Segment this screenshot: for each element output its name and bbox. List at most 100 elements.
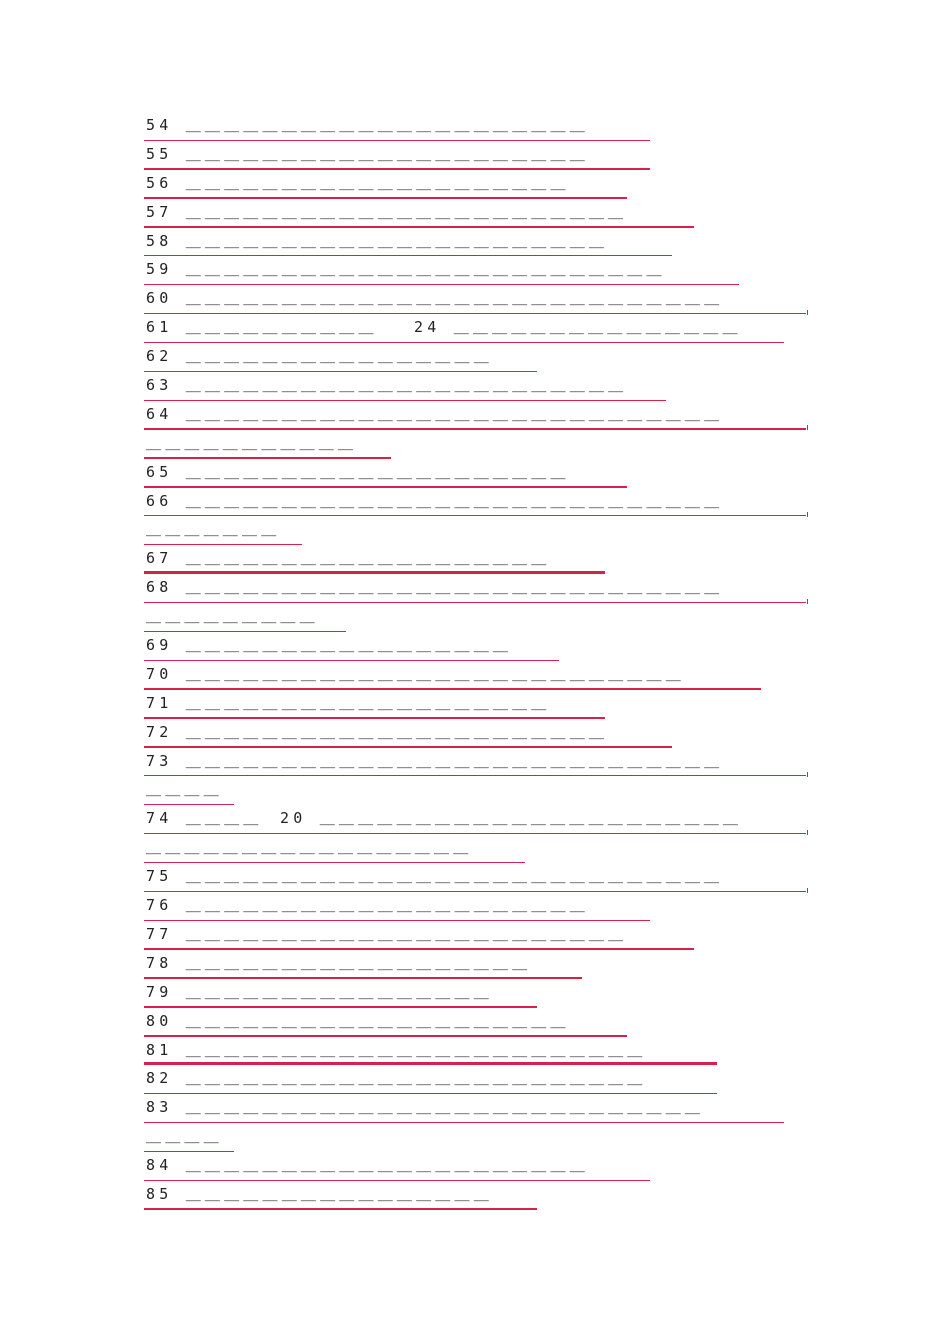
line-65: 65 ＿＿＿＿＿＿＿＿＿＿＿＿＿＿＿＿＿＿＿＿ xyxy=(144,459,810,488)
line-text: 84 ＿＿＿＿＿＿＿＿＿＿＿＿＿＿＿＿＿＿＿＿＿ xyxy=(146,1156,589,1175)
underline-rule xyxy=(144,424,808,432)
line-text: 56 ＿＿＿＿＿＿＿＿＿＿＿＿＿＿＿＿＿＿＿＿ xyxy=(146,173,570,192)
underline-rule xyxy=(144,948,694,950)
underline-rule xyxy=(144,1150,234,1153)
line-text: 60 ＿＿＿＿＿＿＿＿＿＿＿＿＿＿＿＿＿＿＿＿＿＿＿＿＿＿＿＿ xyxy=(146,289,724,308)
underline-rule xyxy=(144,1062,717,1066)
underline-rule xyxy=(144,977,582,979)
underline-rule xyxy=(144,1179,650,1181)
line-text: 62 ＿＿＿＿＿＿＿＿＿＿＿＿＿＿＿＿ xyxy=(146,347,493,366)
underline-rule xyxy=(144,510,808,518)
line-text: 71 ＿＿＿＿＿＿＿＿＿＿＿＿＿＿＿＿＿＿＿ xyxy=(146,693,551,712)
line-61: 61 ＿＿＿＿＿＿＿＿＿＿ 24 ＿＿＿＿＿＿＿＿＿＿＿＿＿＿＿ xyxy=(144,314,810,344)
line-79: 79 ＿＿＿＿＿＿＿＿＿＿＿＿＿＿＿＿ xyxy=(144,979,810,1008)
line-60: 60 ＿＿＿＿＿＿＿＿＿＿＿＿＿＿＿＿＿＿＿＿＿＿＿＿＿＿＿＿ xyxy=(144,285,810,316)
line-70: 70 ＿＿＿＿＿＿＿＿＿＿＿＿＿＿＿＿＿＿＿＿＿＿＿＿＿＿ xyxy=(144,661,810,690)
line-54: 54 ＿＿＿＿＿＿＿＿＿＿＿＿＿＿＿＿＿＿＿＿＿ xyxy=(144,112,810,141)
line-64-continued: ＿＿＿＿＿＿＿＿＿＿＿ xyxy=(144,430,810,459)
line-72: 72 ＿＿＿＿＿＿＿＿＿＿＿＿＿＿＿＿＿＿＿＿＿＿ xyxy=(144,719,810,748)
line-text-continued: 20 ＿＿＿＿＿＿＿＿＿＿＿＿＿＿＿＿＿＿＿＿＿＿ xyxy=(280,809,743,828)
underline-rule xyxy=(144,370,537,373)
line-text: 70 ＿＿＿＿＿＿＿＿＿＿＿＿＿＿＿＿＿＿＿＿＿＿＿＿＿＿ xyxy=(146,664,685,683)
line-83: 83 ＿＿＿＿＿＿＿＿＿＿＿＿＿＿＿＿＿＿＿＿＿＿＿＿＿＿＿ xyxy=(144,1094,810,1124)
line-text: 76 ＿＿＿＿＿＿＿＿＿＿＿＿＿＿＿＿＿＿＿＿＿ xyxy=(146,896,589,915)
underline-rule xyxy=(144,861,525,864)
underline-rule xyxy=(144,630,346,633)
line-text: ＿＿＿＿ xyxy=(146,1127,223,1146)
line-text: ＿＿＿＿＿＿＿＿＿＿＿ xyxy=(146,433,358,452)
line-text: 65 ＿＿＿＿＿＿＿＿＿＿＿＿＿＿＿＿＿＿＿＿ xyxy=(146,462,570,481)
line-81: 81 ＿＿＿＿＿＿＿＿＿＿＿＿＿＿＿＿＿＿＿＿＿＿＿＿ xyxy=(144,1037,810,1066)
line-text: ＿＿＿＿＿＿＿＿＿ xyxy=(146,607,319,626)
line-76: 76 ＿＿＿＿＿＿＿＿＿＿＿＿＿＿＿＿＿＿＿＿＿ xyxy=(144,892,810,921)
line-66: 66 ＿＿＿＿＿＿＿＿＿＿＿＿＿＿＿＿＿＿＿＿＿＿＿＿＿＿＿＿ xyxy=(144,488,810,518)
line-text: 66 ＿＿＿＿＿＿＿＿＿＿＿＿＿＿＿＿＿＿＿＿＿＿＿＿＿＿＿＿ xyxy=(146,491,724,510)
line-83-continued: ＿＿＿＿ xyxy=(144,1123,810,1153)
line-80: 80 ＿＿＿＿＿＿＿＿＿＿＿＿＿＿＿＿＿＿＿＿ xyxy=(144,1008,810,1037)
line-text: ＿＿＿＿＿＿＿ xyxy=(146,520,281,539)
line-63: 63 ＿＿＿＿＿＿＿＿＿＿＿＿＿＿＿＿＿＿＿＿＿＿＿ xyxy=(144,372,810,401)
underline-rule xyxy=(144,597,808,605)
line-text: 57 ＿＿＿＿＿＿＿＿＿＿＿＿＿＿＿＿＿＿＿＿＿＿＿ xyxy=(146,202,628,221)
underline-rule xyxy=(144,919,650,921)
line-64: 64 ＿＿＿＿＿＿＿＿＿＿＿＿＿＿＿＿＿＿＿＿＿＿＿＿＿＿＿＿ xyxy=(144,401,810,432)
underline-rule xyxy=(144,1035,627,1037)
line-text: 77 ＿＿＿＿＿＿＿＿＿＿＿＿＿＿＿＿＿＿＿＿＿＿＿ xyxy=(146,924,628,943)
line-59: 59 ＿＿＿＿＿＿＿＿＿＿＿＿＿＿＿＿＿＿＿＿＿＿＿＿＿ xyxy=(144,256,810,286)
line-text: 63 ＿＿＿＿＿＿＿＿＿＿＿＿＿＿＿＿＿＿＿＿＿＿＿ xyxy=(146,376,628,395)
line-text: 73 ＿＿＿＿＿＿＿＿＿＿＿＿＿＿＿＿＿＿＿＿＿＿＿＿＿＿＿＿ xyxy=(146,751,724,770)
line-text: 68 ＿＿＿＿＿＿＿＿＿＿＿＿＿＿＿＿＿＿＿＿＿＿＿＿＿＿＿＿ xyxy=(146,578,724,597)
line-67: 67 ＿＿＿＿＿＿＿＿＿＿＿＿＿＿＿＿＿＿＿ xyxy=(144,545,810,575)
underline-rule xyxy=(144,543,302,546)
underline-rule xyxy=(144,197,627,199)
underline-rule xyxy=(144,717,605,719)
line-73: 73 ＿＿＿＿＿＿＿＿＿＿＿＿＿＿＿＿＿＿＿＿＿＿＿＿＿＿＿＿ xyxy=(144,748,810,778)
line-text: 67 ＿＿＿＿＿＿＿＿＿＿＿＿＿＿＿＿＿＿＿ xyxy=(146,549,551,568)
underline-rule xyxy=(144,571,605,575)
line-text: 58 ＿＿＿＿＿＿＿＿＿＿＿＿＿＿＿＿＿＿＿＿＿＿ xyxy=(146,231,609,250)
line-84: 84 ＿＿＿＿＿＿＿＿＿＿＿＿＿＿＿＿＿＿＿＿＿ xyxy=(144,1152,810,1181)
line-text: 64 ＿＿＿＿＿＿＿＿＿＿＿＿＿＿＿＿＿＿＿＿＿＿＿＿＿＿＿＿ xyxy=(146,404,724,423)
line-62: 62 ＿＿＿＿＿＿＿＿＿＿＿＿＿＿＿＿ xyxy=(144,343,810,373)
underline-rule xyxy=(144,746,672,748)
underline-rule xyxy=(144,457,391,459)
underline-rule xyxy=(144,828,808,836)
line-73-continued: ＿＿＿＿ xyxy=(144,776,810,806)
line-text: 54 ＿＿＿＿＿＿＿＿＿＿＿＿＿＿＿＿＿＿＿＿＿ xyxy=(146,116,589,134)
underline-rule xyxy=(144,803,234,806)
line-text: ＿＿＿＿＿＿＿＿＿＿＿＿＿＿＿＿＿ xyxy=(146,838,473,857)
underline-rule xyxy=(144,1092,717,1095)
line-68-continued: ＿＿＿＿＿＿＿＿＿ xyxy=(144,603,810,633)
underline-rule xyxy=(144,659,559,661)
line-text: ＿＿＿＿ xyxy=(146,780,223,799)
line-77: 77 ＿＿＿＿＿＿＿＿＿＿＿＿＿＿＿＿＿＿＿＿＿＿＿ xyxy=(144,921,810,950)
line-text: 74 ＿＿＿＿ xyxy=(146,809,263,828)
underline-rule xyxy=(144,886,808,894)
line-56: 56 ＿＿＿＿＿＿＿＿＿＿＿＿＿＿＿＿＿＿＿＿ xyxy=(144,170,810,199)
underline-rule xyxy=(144,1006,537,1008)
underline-rule xyxy=(144,1121,784,1124)
line-text: 83 ＿＿＿＿＿＿＿＿＿＿＿＿＿＿＿＿＿＿＿＿＿＿＿＿＿＿＿ xyxy=(146,1098,705,1117)
line-text: 85 ＿＿＿＿＿＿＿＿＿＿＿＿＿＿＿＿ xyxy=(146,1184,493,1203)
line-74: 74 ＿＿＿＿ 20 ＿＿＿＿＿＿＿＿＿＿＿＿＿＿＿＿＿＿＿＿＿＿ xyxy=(144,805,810,836)
line-text: 69 ＿＿＿＿＿＿＿＿＿＿＿＿＿＿＿＿＿ xyxy=(146,636,513,655)
line-text: 82 ＿＿＿＿＿＿＿＿＿＿＿＿＿＿＿＿＿＿＿＿＿＿＿＿ xyxy=(146,1069,647,1088)
underline-rule xyxy=(144,308,808,316)
line-text: 55 ＿＿＿＿＿＿＿＿＿＿＿＿＿＿＿＿＿＿＿＿＿ xyxy=(146,144,589,163)
line-text: 79 ＿＿＿＿＿＿＿＿＿＿＿＿＿＿＿＿ xyxy=(146,982,493,1001)
numbered-line-list: 54 ＿＿＿＿＿＿＿＿＿＿＿＿＿＿＿＿＿＿＿＿＿ 55 ＿＿＿＿＿＿＿＿＿＿＿＿… xyxy=(144,112,810,1210)
underline-rule xyxy=(144,226,694,228)
line-57: 57 ＿＿＿＿＿＿＿＿＿＿＿＿＿＿＿＿＿＿＿＿＿＿＿ xyxy=(144,199,810,228)
line-text: 59 ＿＿＿＿＿＿＿＿＿＿＿＿＿＿＿＿＿＿＿＿＿＿＿＿＿ xyxy=(146,260,666,279)
line-55: 55 ＿＿＿＿＿＿＿＿＿＿＿＿＿＿＿＿＿＿＿＿＿ xyxy=(144,141,810,170)
line-82: 82 ＿＿＿＿＿＿＿＿＿＿＿＿＿＿＿＿＿＿＿＿＿＿＿＿ xyxy=(144,1065,810,1095)
line-69: 69 ＿＿＿＿＿＿＿＿＿＿＿＿＿＿＿＿＿ xyxy=(144,632,810,661)
line-68: 68 ＿＿＿＿＿＿＿＿＿＿＿＿＿＿＿＿＿＿＿＿＿＿＿＿＿＿＿＿ xyxy=(144,574,810,605)
line-66-continued: ＿＿＿＿＿＿＿ xyxy=(144,516,810,546)
line-78: 78 ＿＿＿＿＿＿＿＿＿＿＿＿＿＿＿＿＿＿ xyxy=(144,950,810,979)
line-85: 85 ＿＿＿＿＿＿＿＿＿＿＿＿＿＿＿＿ xyxy=(144,1181,810,1210)
underline-rule xyxy=(144,255,672,257)
underline-rule xyxy=(144,341,784,344)
line-75: 75 ＿＿＿＿＿＿＿＿＿＿＿＿＿＿＿＿＿＿＿＿＿＿＿＿＿＿＿＿ xyxy=(144,863,810,894)
